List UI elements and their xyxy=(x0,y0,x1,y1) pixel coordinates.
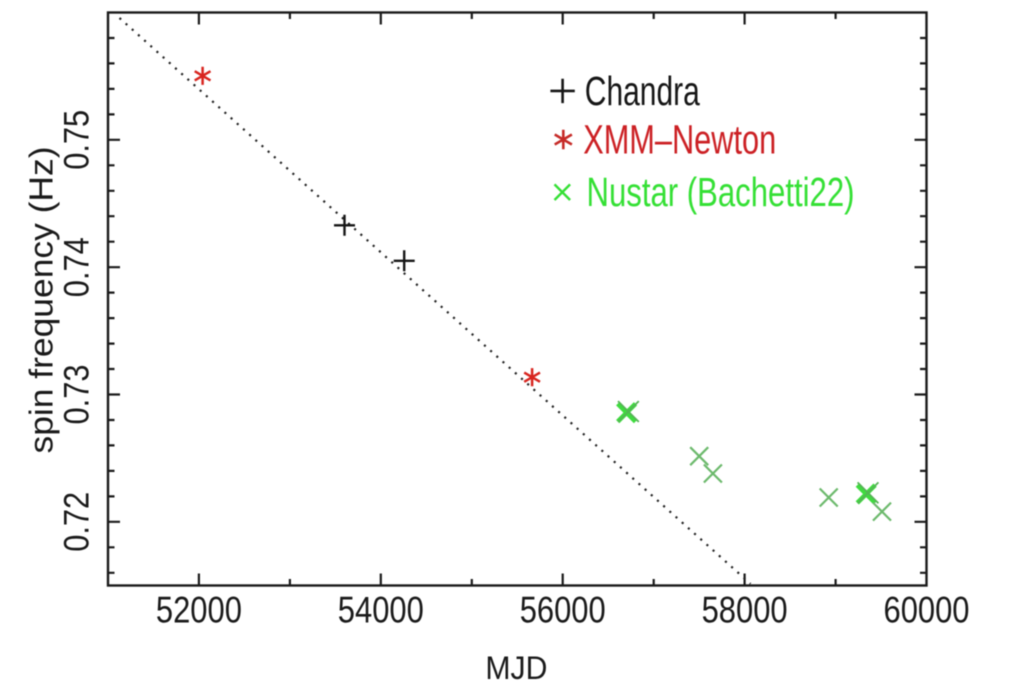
svg-text:XMM–Newton: XMM–Newton xyxy=(583,117,776,163)
svg-text:Chandra: Chandra xyxy=(585,68,700,114)
svg-text:0.74: 0.74 xyxy=(58,237,97,297)
svg-text:0.73: 0.73 xyxy=(58,365,97,425)
svg-text:56000: 56000 xyxy=(520,589,606,631)
svg-text:Nustar (Bachetti22): Nustar (Bachetti22) xyxy=(587,169,855,215)
svg-text:54000: 54000 xyxy=(338,589,424,631)
svg-text:60000: 60000 xyxy=(884,589,970,631)
svg-text:MJD: MJD xyxy=(485,650,547,686)
svg-text:58000: 58000 xyxy=(702,589,788,631)
svg-text:0.72: 0.72 xyxy=(58,492,97,552)
svg-text:spin frequency (Hz): spin frequency (Hz) xyxy=(23,147,60,454)
svg-text:0.75: 0.75 xyxy=(58,110,97,170)
svg-text:52000: 52000 xyxy=(156,589,242,631)
